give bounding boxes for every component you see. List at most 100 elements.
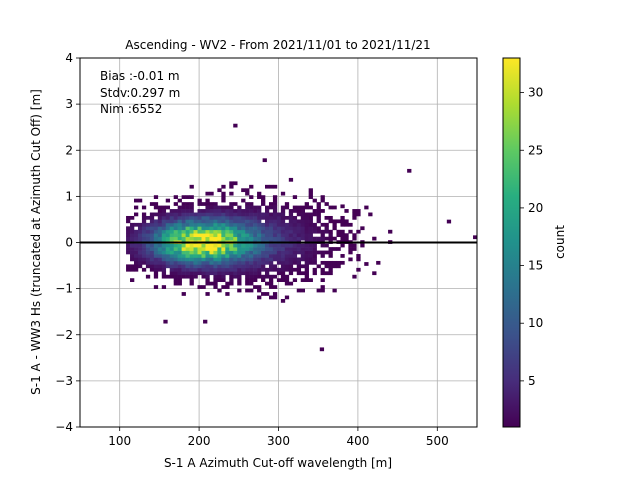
heatmap-cell xyxy=(324,260,329,265)
heatmap-cell xyxy=(130,226,135,231)
heatmap-cell xyxy=(233,274,238,279)
heatmap-cell xyxy=(229,184,234,189)
heatmap-cell xyxy=(149,254,155,258)
heatmap-cell xyxy=(201,233,206,238)
heatmap-cell xyxy=(185,202,190,206)
heatmap-cell xyxy=(265,222,270,227)
heatmap-cell xyxy=(126,219,131,224)
heatmap-cell xyxy=(173,219,178,224)
heatmap-cell xyxy=(280,191,286,196)
heatmap-cell xyxy=(249,205,254,210)
heatmap-cell xyxy=(157,247,163,251)
heatmap-cell xyxy=(213,212,218,217)
heatmap-cell xyxy=(185,226,190,231)
heatmap-cell xyxy=(185,264,190,269)
heatmap-cell xyxy=(149,264,155,269)
heatmap-cell xyxy=(161,254,167,258)
heatmap-cell xyxy=(157,205,163,210)
heatmap-cell xyxy=(189,233,194,238)
heatmap-cell xyxy=(249,264,254,269)
heatmap-cell xyxy=(177,281,182,286)
heatmap-cell xyxy=(133,222,139,227)
heatmap-cell xyxy=(257,233,262,238)
heatmap-cell xyxy=(316,219,321,224)
heatmap-cell xyxy=(320,229,325,234)
heatmap-cell xyxy=(272,229,278,234)
heatmap-cell xyxy=(268,254,274,258)
heatmap-cell xyxy=(177,247,182,251)
heatmap-cell xyxy=(253,274,258,279)
heatmap-cell xyxy=(276,267,282,272)
heatmap-cell xyxy=(197,212,202,217)
heatmap-cell xyxy=(137,198,143,203)
heatmap-cell xyxy=(268,267,274,272)
heatmap-cell xyxy=(332,236,337,241)
heatmap-cell xyxy=(149,260,155,265)
y-tick-label: −3 xyxy=(55,374,73,388)
heatmap-cell xyxy=(320,271,325,276)
heatmap-cell xyxy=(201,267,206,272)
heatmap-cell xyxy=(284,247,290,251)
heatmap-cell xyxy=(265,233,270,238)
heatmap-cell xyxy=(197,202,202,206)
heatmap-cell xyxy=(157,243,163,248)
heatmap-cell xyxy=(149,257,155,262)
heatmap-cell xyxy=(245,271,250,276)
heatmap-cell xyxy=(304,260,309,265)
heatmap-cell xyxy=(126,215,131,220)
heatmap-cell xyxy=(328,260,333,265)
heatmap-cell xyxy=(201,229,206,234)
heatmap-cell xyxy=(149,250,155,255)
heatmap-cell xyxy=(292,215,298,220)
heatmap-cell xyxy=(265,250,270,255)
heatmap-cell xyxy=(308,195,313,199)
heatmap-cell xyxy=(203,319,208,324)
heatmap-cell xyxy=(181,254,186,258)
heatmap-cell xyxy=(173,226,178,231)
heatmap-cell xyxy=(237,205,242,210)
heatmap-cell xyxy=(284,278,290,283)
annotation-count: Nim :6552 xyxy=(100,102,162,116)
heatmap-cell xyxy=(272,205,278,210)
heatmap-cell xyxy=(261,222,266,227)
heatmap-cell xyxy=(272,233,278,238)
heatmap-cell xyxy=(193,212,198,217)
heatmap-cell xyxy=(328,271,333,276)
heatmap-cell xyxy=(221,257,226,262)
heatmap-cell xyxy=(245,288,250,293)
heatmap-cell xyxy=(221,215,226,220)
heatmap-cell xyxy=(272,212,278,217)
heatmap-cell xyxy=(292,229,298,234)
heatmap-cell xyxy=(249,236,254,241)
heatmap-cell xyxy=(344,219,349,224)
heatmap-cell xyxy=(201,215,206,220)
heatmap-cell xyxy=(352,233,357,238)
heatmap-cell xyxy=(177,274,182,279)
heatmap-cell xyxy=(364,262,369,266)
heatmap-cell xyxy=(201,274,206,279)
heatmap-cell xyxy=(161,257,167,262)
heatmap-cell xyxy=(173,271,178,276)
heatmap-cell xyxy=(217,233,222,238)
heatmap-cell xyxy=(237,226,242,231)
heatmap-cell xyxy=(320,250,325,255)
heatmap-cell xyxy=(280,267,286,272)
heatmap-cell xyxy=(130,264,135,269)
heatmap-cell xyxy=(288,281,294,286)
heatmap-cell xyxy=(197,271,202,276)
heatmap-cell xyxy=(261,236,266,241)
y-tick-label: −4 xyxy=(55,420,73,434)
heatmap-cell xyxy=(249,195,254,199)
heatmap-cell xyxy=(288,209,294,213)
heatmap-cell xyxy=(276,257,282,262)
heatmap-cell xyxy=(257,267,262,272)
heatmap-cell xyxy=(189,250,194,255)
heatmap-cell xyxy=(141,247,147,251)
heatmap-cell xyxy=(165,243,171,248)
heatmap-cell xyxy=(332,205,337,210)
heatmap-cell xyxy=(300,264,306,269)
heatmap-cell xyxy=(237,247,242,251)
heatmap-cell xyxy=(261,212,266,217)
heatmap-cell xyxy=(153,226,159,231)
heatmap-cell xyxy=(177,226,182,231)
